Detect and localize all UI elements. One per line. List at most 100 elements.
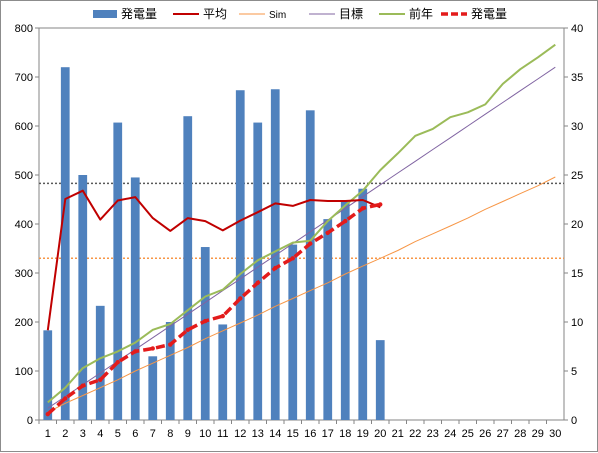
bar-5 — [113, 122, 123, 420]
bar-15 — [288, 244, 298, 420]
x-tick-label: 3 — [80, 428, 86, 440]
x-tick-label: 9 — [185, 428, 191, 440]
legend-item-average: 平均 — [173, 7, 227, 21]
x-tick-label: 8 — [167, 428, 173, 440]
x-tick-label: 25 — [462, 428, 474, 440]
legend-label: 発電量 — [471, 7, 507, 21]
legend-label: 前年 — [409, 6, 433, 21]
bar-16 — [305, 110, 315, 420]
line-sim — [47, 176, 556, 413]
right-tick-label: 40 — [571, 23, 583, 35]
legend-item-previous-year: 前年 — [379, 6, 433, 21]
left-tick-label: 600 — [15, 121, 33, 133]
x-tick-label: 11 — [217, 428, 228, 440]
x-tick-label: 6 — [132, 428, 138, 440]
plot-area — [38, 27, 565, 421]
bar-19 — [358, 188, 368, 420]
point-cumulative-6 — [133, 349, 138, 354]
x-tick-label: 2 — [62, 428, 68, 440]
bar-3 — [78, 175, 88, 420]
legend-item-target: 目標 — [309, 7, 363, 21]
bar-6 — [130, 177, 140, 420]
point-cumulative-2 — [63, 396, 68, 401]
line-average — [46, 189, 381, 331]
line-series — [45, 43, 556, 417]
legend-label: 平均 — [203, 7, 227, 21]
x-tick-label: 28 — [514, 428, 526, 440]
legend-label: Sim — [269, 10, 286, 21]
x-tick-label: 27 — [497, 428, 509, 440]
bar-20 — [375, 340, 385, 420]
bar-series — [43, 67, 385, 420]
point-cumulative-12 — [238, 296, 243, 301]
line-previous-year — [47, 43, 556, 404]
point-cumulative-17 — [325, 230, 330, 236]
bar-2 — [60, 67, 70, 420]
x-tick-label: 4 — [97, 428, 103, 440]
x-tick-label: 15 — [287, 428, 299, 440]
bar-1 — [43, 330, 53, 420]
right-tick-label: 15 — [571, 268, 583, 280]
point-cumulative-16 — [308, 241, 313, 246]
bar-8 — [165, 322, 175, 420]
left-tick-label: 500 — [15, 170, 33, 182]
x-tick-label: 12 — [234, 428, 246, 440]
x-tick-label: 20 — [374, 428, 386, 440]
point-cumulative-19 — [360, 206, 365, 211]
right-tick-label: 0 — [571, 415, 577, 427]
left-tick-label: 800 — [15, 23, 33, 35]
legend-label: 目標 — [339, 7, 363, 21]
point-cumulative-13 — [255, 280, 260, 285]
point-cumulative-18 — [343, 218, 348, 224]
right-tick-label: 35 — [571, 72, 583, 84]
left-tick-label: 400 — [15, 219, 33, 231]
bar-13 — [253, 122, 263, 420]
point-cumulative-8 — [168, 342, 173, 347]
point-cumulative-20 — [378, 202, 383, 207]
point-cumulative-4 — [98, 377, 103, 383]
reference-lines — [39, 182, 564, 260]
right-tick-label: 5 — [571, 366, 577, 378]
point-cumulative-5 — [115, 359, 120, 365]
right-tick-label: 20 — [571, 219, 583, 231]
bar-18 — [340, 200, 350, 420]
bar-10 — [200, 247, 210, 420]
x-tick-label: 24 — [444, 428, 456, 440]
legend-swatch — [93, 10, 117, 18]
point-cumulative-14 — [273, 265, 278, 271]
x-tick-label: 7 — [150, 428, 156, 440]
bar-9 — [183, 116, 193, 420]
left-tick-label: 700 — [15, 72, 33, 84]
legend-item-bars: 発電量 — [93, 7, 157, 21]
series-cumulative — [45, 202, 383, 417]
axes: 0100200300400500600700800051015202530354… — [15, 23, 584, 440]
x-tick-label: 18 — [339, 428, 351, 440]
point-cumulative-3 — [80, 383, 85, 388]
series-previous-year — [47, 43, 556, 404]
x-tick-label: 21 — [392, 428, 404, 440]
x-tick-label: 26 — [479, 428, 491, 440]
line-cumulative — [46, 202, 381, 416]
x-tick-label: 16 — [304, 428, 316, 440]
point-cumulative-15 — [290, 256, 295, 261]
x-tick-label: 19 — [357, 428, 369, 440]
legend-item-cumulative: 発電量 — [441, 7, 507, 21]
right-tick-label: 25 — [571, 170, 583, 182]
legend-item-sim: Sim — [239, 10, 286, 21]
left-tick-label: 0 — [27, 415, 33, 427]
x-tick-label: 5 — [115, 428, 121, 440]
bar-7 — [148, 356, 158, 420]
x-tick-label: 17 — [322, 428, 334, 440]
series-sim — [47, 176, 556, 413]
x-tick-label: 22 — [409, 428, 421, 440]
bar-17 — [323, 219, 333, 420]
point-cumulative-1 — [45, 411, 50, 417]
x-tick-label: 30 — [549, 428, 561, 440]
series-average — [46, 189, 381, 331]
bar-4 — [95, 305, 105, 420]
x-tick-label: 1 — [45, 428, 51, 440]
bar-14 — [270, 89, 280, 420]
plot-border — [38, 27, 565, 421]
